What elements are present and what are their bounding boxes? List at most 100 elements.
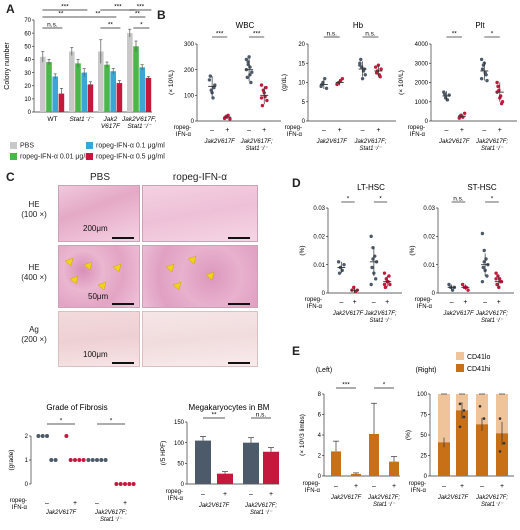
genotype-label: Stat1⁻/⁻ bbox=[481, 146, 504, 152]
significance-label: *** bbox=[216, 31, 224, 38]
genotype-label: Jak2V617F; bbox=[364, 311, 397, 317]
colony-legend: PBS ropeg-IFN-α 0.01 μg/ml ropeg-IFN-α 0… bbox=[10, 142, 165, 168]
significance-label: *** bbox=[61, 4, 69, 11]
chart-title: Hb bbox=[353, 21, 364, 30]
y-tick-label: 25 bbox=[420, 454, 427, 460]
data-point bbox=[123, 482, 127, 486]
data-point bbox=[466, 288, 470, 292]
genotype-label: Jak2V617F; bbox=[475, 311, 508, 317]
bar bbox=[104, 64, 110, 112]
bar-cd41hi bbox=[476, 424, 488, 476]
data-point bbox=[482, 417, 486, 420]
megakaryocyte-bar-chart: Megakaryocytes in BM 0 50 100 150 (/5 HPF) ** n… bbox=[160, 403, 279, 516]
data-point bbox=[458, 425, 462, 429]
bar bbox=[46, 62, 52, 112]
genotype-label: Stat1⁻/⁻ bbox=[481, 502, 504, 508]
significance-label: ** bbox=[58, 11, 64, 18]
significance-label: n.s. bbox=[365, 31, 376, 38]
y-tick-label: 50 bbox=[24, 44, 31, 50]
data-point bbox=[460, 282, 465, 287]
treatment-label: IFN-α bbox=[417, 304, 433, 310]
y-tick-label: 60 bbox=[24, 31, 31, 37]
y-tick-label: 75 bbox=[420, 413, 427, 419]
bar bbox=[52, 76, 58, 112]
treatment-sign: – bbox=[361, 127, 365, 134]
genotype-label: Stat1⁻/⁻ bbox=[246, 146, 269, 152]
arrow-icon bbox=[187, 255, 197, 265]
data-point bbox=[363, 73, 367, 77]
histology-image-pbs-ag200 bbox=[58, 311, 140, 367]
data-point bbox=[498, 417, 502, 420]
y-axis-label: Colony number bbox=[4, 42, 11, 90]
y-tick-label: 0.03 bbox=[313, 206, 325, 212]
significance-label: ** bbox=[135, 11, 141, 18]
panel-letter-a: A bbox=[6, 2, 15, 16]
treatment-sign: – bbox=[247, 127, 251, 134]
bar-cd41hi bbox=[456, 410, 468, 476]
chart-title: Megakaryocytes in BM bbox=[189, 403, 270, 412]
data-point bbox=[207, 78, 212, 82]
treatment-sign: + bbox=[354, 483, 358, 490]
y-axis-label: (%) bbox=[405, 430, 412, 440]
significance-label: ** bbox=[108, 22, 114, 29]
treatment-label: ropeg- bbox=[285, 125, 302, 131]
significance-label: *** bbox=[342, 382, 350, 389]
data-point bbox=[480, 279, 485, 284]
treatment-sign: – bbox=[482, 127, 486, 134]
genotype-label: Stat1⁻/⁻ bbox=[481, 318, 504, 324]
genotype-label: Stat1⁻/⁻ bbox=[359, 146, 382, 152]
treatment-sign: – bbox=[201, 491, 205, 498]
data-point bbox=[323, 76, 327, 81]
histology-image-ropeg-ag200 bbox=[142, 311, 258, 367]
data-point bbox=[442, 92, 447, 96]
category-label: V617F bbox=[101, 123, 121, 130]
data-point bbox=[244, 57, 249, 62]
treatment-label: ropeg- bbox=[10, 498, 27, 504]
significance-label: *** bbox=[137, 4, 145, 11]
chart-title: LT-HSC bbox=[357, 183, 385, 192]
data-point bbox=[482, 248, 486, 253]
data-point bbox=[494, 271, 498, 275]
data-point bbox=[369, 282, 373, 287]
genotype-label: Jak2V617F; bbox=[367, 495, 400, 501]
data-point bbox=[462, 111, 467, 116]
y-tick-label: 5 bbox=[302, 100, 306, 106]
legend-label-cd41hi: CD41hi bbox=[467, 366, 491, 373]
bar-cd41hi bbox=[438, 442, 450, 476]
data-point bbox=[90, 458, 95, 462]
histo-col-title-pbs: PBS bbox=[89, 172, 110, 183]
data-point bbox=[73, 458, 77, 462]
y-axis-label: (× 10³/L) bbox=[398, 70, 405, 95]
y-axis-label: (/5 HPF) bbox=[160, 441, 167, 466]
genotype-label: Stat1⁻/⁻ bbox=[370, 318, 393, 324]
legend-item-mid: ropeg-IFN-α 0.1 μg/ml bbox=[86, 142, 165, 149]
genotype-label: Jak2V617F bbox=[45, 510, 77, 516]
y-tick-label: 20 bbox=[298, 42, 305, 48]
data-point bbox=[114, 482, 119, 486]
significance-label: n.s. bbox=[256, 412, 267, 419]
data-point bbox=[369, 234, 373, 239]
significance-label: n.s. bbox=[47, 22, 58, 29]
treatment-sign: + bbox=[353, 299, 357, 306]
bar bbox=[127, 33, 133, 113]
y-tick-label: 0 bbox=[302, 119, 306, 125]
significance-label: ** bbox=[95, 11, 101, 18]
genotype-label: Jak2V617F; bbox=[94, 510, 127, 516]
data-point bbox=[337, 271, 342, 275]
legend-label-cd41lo: CD41lo bbox=[467, 354, 490, 361]
data-point bbox=[86, 458, 91, 462]
arrow-icon bbox=[165, 263, 175, 273]
y-tick-label: 70 bbox=[24, 18, 31, 24]
bar bbox=[369, 433, 379, 476]
data-point bbox=[447, 282, 451, 287]
genotype-label: Jak2V617F bbox=[437, 495, 469, 501]
treatment-sign: – bbox=[372, 483, 376, 490]
y-tick-label: 150 bbox=[174, 420, 185, 426]
significance-label: ** bbox=[211, 412, 217, 419]
treatment-sign: – bbox=[210, 127, 214, 134]
y-tick-label: 200 bbox=[184, 68, 195, 74]
hb-scatter-chart: Hb 0 5 10 15 20 (g/dL) n.s. n.s. ropeg-IFN-α – + – + J… bbox=[281, 21, 396, 152]
data-point bbox=[382, 282, 387, 287]
genotype-label: Jak2V617F; bbox=[244, 503, 277, 509]
treatment-sign: + bbox=[225, 127, 229, 134]
